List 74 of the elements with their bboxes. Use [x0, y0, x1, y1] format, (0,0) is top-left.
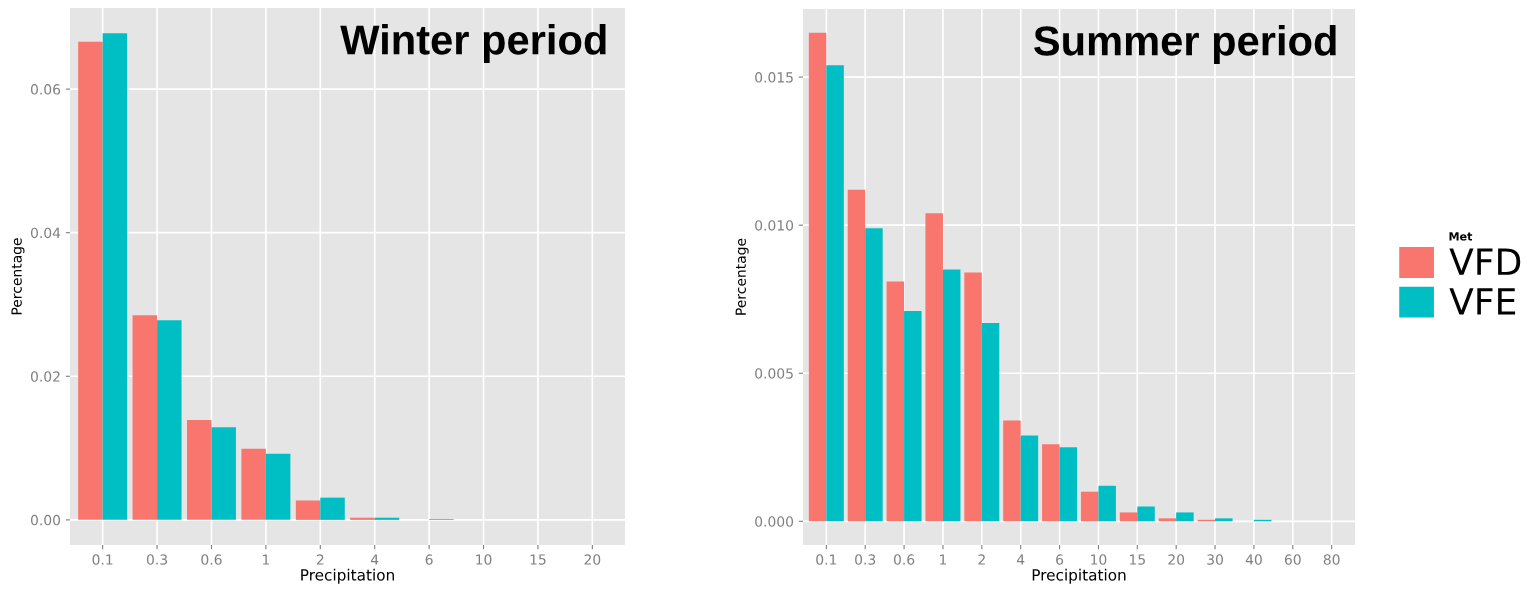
x-tick-label: 0.3: [146, 554, 167, 565]
x-axis-title: Precipitation: [1032, 568, 1126, 584]
bar: [904, 311, 922, 522]
bar: [102, 33, 128, 520]
x-tick-label: 15: [530, 554, 546, 565]
bar: [320, 497, 345, 520]
bar: [981, 322, 1000, 522]
x-tick-label: 1: [940, 554, 947, 565]
legend-label: VFD: [1449, 248, 1521, 275]
x-tick-label: 0.1: [92, 554, 113, 565]
bar: [886, 281, 905, 522]
x-tick-label: 30: [1207, 554, 1223, 565]
bar: [847, 189, 866, 522]
x-tick-label: 20: [1168, 554, 1185, 565]
bar: [964, 272, 982, 522]
bar: [808, 32, 827, 522]
x-tick-label: 80: [1323, 554, 1340, 565]
bar: [1215, 518, 1233, 522]
x-tick-label: 4: [1016, 554, 1025, 565]
bar: [186, 420, 212, 520]
x-tick-label: 15: [1130, 554, 1145, 565]
y-tick-label: 0.005: [755, 368, 793, 379]
y-tick-label: 0.000: [755, 516, 794, 527]
x-tick-label: 0.1: [816, 554, 837, 565]
x-tick-label: 40: [1245, 554, 1262, 565]
x-tick-label: 10: [1091, 554, 1107, 565]
legend-title: Met: [1449, 232, 1473, 241]
x-tick-label: 6: [1056, 554, 1064, 565]
bar: [1098, 485, 1116, 522]
y-axis-title: Percentage: [735, 238, 749, 315]
bar: [1080, 491, 1099, 522]
bar: [1176, 512, 1194, 522]
bar: [132, 315, 158, 520]
bar: [942, 269, 961, 522]
x-tick-label: 2: [978, 554, 985, 565]
x-tick-label: 6: [425, 554, 433, 565]
bar: [241, 448, 266, 520]
y-tick-label: 0.06: [30, 84, 61, 95]
x-tick-label: 20: [584, 554, 601, 565]
y-tick-label: 0.015: [755, 72, 793, 83]
bar: [157, 320, 182, 520]
y-tick-label: 0.00: [30, 514, 61, 526]
x-axis-title: Precipitation: [301, 568, 394, 584]
chart-title: Winter period: [340, 24, 606, 63]
bar: [1059, 447, 1078, 522]
bar: [925, 213, 943, 522]
x-tick-label: 10: [476, 554, 492, 565]
x-tick-label: 60: [1284, 554, 1301, 565]
bar: [295, 500, 321, 520]
x-tick-label: 0.6: [893, 554, 915, 565]
bar: [826, 65, 844, 522]
bar: [1020, 435, 1039, 522]
bar: [1003, 420, 1021, 522]
bar: [1137, 506, 1155, 522]
bar: [1119, 512, 1138, 522]
y-tick-label: 0.04: [30, 227, 61, 239]
bar: [78, 41, 103, 520]
bar: [865, 228, 883, 522]
bar: [211, 427, 236, 520]
y-tick-label: 0.010: [755, 220, 794, 231]
y-tick-label: 0.02: [30, 371, 60, 382]
x-tick-label: 1: [262, 554, 270, 565]
x-tick-label: 0.3: [855, 554, 876, 565]
bar: [265, 453, 291, 520]
x-tick-label: 2: [316, 554, 324, 565]
bar: [350, 517, 375, 520]
bar: [374, 517, 400, 520]
y-axis-title: Percentage: [11, 238, 25, 315]
bar: [1042, 444, 1060, 522]
x-tick-label: 4: [370, 554, 379, 565]
x-tick-label: 0.6: [201, 554, 222, 565]
chart-title: Summer period: [1034, 25, 1336, 64]
legend-label: VFE: [1449, 288, 1516, 315]
bar: [1158, 518, 1177, 522]
